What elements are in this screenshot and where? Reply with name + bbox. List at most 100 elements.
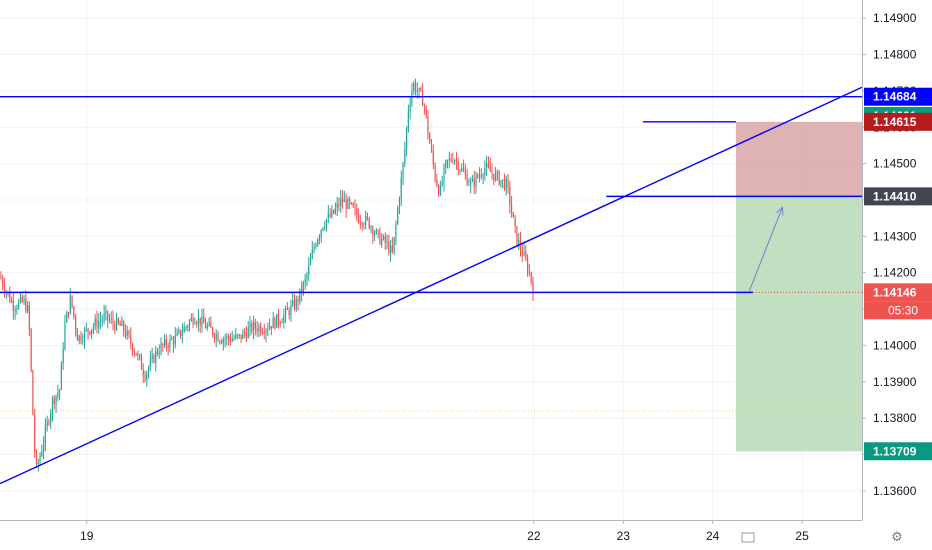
- candle-body: [454, 160, 456, 162]
- candle-body: [267, 329, 269, 331]
- candle-body: [160, 343, 162, 353]
- candle-body: [309, 258, 312, 265]
- candle-body: [407, 111, 409, 128]
- candle-body: [308, 264, 310, 275]
- candle-body: [235, 334, 237, 339]
- candle-body: [457, 161, 459, 171]
- candle-body: [48, 421, 50, 423]
- take-profit-zone[interactable]: [735, 196, 862, 452]
- price-label-box: [864, 112, 932, 131]
- y-tick-label: 1.14200: [873, 266, 917, 280]
- candle-body: [496, 171, 498, 173]
- candle-body: [71, 295, 73, 307]
- candle-body: [503, 179, 506, 190]
- candle-body: [115, 318, 118, 330]
- candle-body: [199, 317, 201, 326]
- price-label-text: 1.14684: [873, 90, 917, 104]
- candle-body: [23, 298, 25, 302]
- candle-body: [299, 288, 301, 303]
- candle-body: [16, 308, 18, 310]
- candle-body: [245, 333, 248, 339]
- candle-body: [181, 332, 183, 337]
- candle-body: [439, 184, 442, 195]
- candle-body: [343, 199, 345, 203]
- candle-body: [480, 175, 482, 177]
- candle-body: [459, 170, 461, 172]
- candle-body: [224, 338, 226, 340]
- candle-body: [306, 274, 308, 279]
- x-tick-label: 25: [795, 529, 809, 543]
- candle-body: [197, 317, 200, 324]
- candle-body: [384, 235, 386, 243]
- candle-body: [530, 272, 532, 282]
- candle-body: [338, 203, 340, 207]
- candle-body: [73, 306, 75, 317]
- candle-body: [37, 462, 39, 465]
- candle-body: [215, 333, 217, 339]
- candle-body: [468, 184, 470, 186]
- candle-body: [256, 328, 258, 332]
- y-tick-label: 1.14300: [873, 229, 917, 243]
- trend-line[interactable]: [0, 86, 863, 485]
- candle-body: [446, 160, 449, 162]
- candle-body: [341, 198, 344, 203]
- candle-body: [244, 331, 246, 334]
- candle-body: [322, 227, 324, 230]
- candle-body: [290, 304, 292, 315]
- candle-body: [510, 204, 513, 213]
- candle-body: [345, 199, 347, 209]
- candle-body: [135, 352, 137, 356]
- candle-body: [334, 208, 337, 214]
- candle-body: [192, 317, 194, 324]
- time-axis-panel[interactable]: [0, 520, 932, 550]
- projection-arrow[interactable]: [748, 207, 783, 292]
- candle-body: [331, 209, 333, 217]
- candle-body: [277, 314, 280, 323]
- candle-body: [498, 171, 500, 185]
- candle-body: [212, 327, 214, 335]
- x-tick-label: 24: [706, 529, 720, 543]
- candle-body: [51, 398, 54, 413]
- candle-body: [69, 295, 71, 314]
- candle-body: [304, 278, 306, 283]
- candle-body: [21, 296, 23, 302]
- candle-body: [92, 326, 95, 330]
- candle-body: [163, 339, 166, 346]
- price-label-text: 1.14410: [873, 189, 917, 203]
- candle-body: [55, 395, 57, 404]
- candle-body: [313, 246, 315, 250]
- candle-body: [292, 300, 294, 305]
- candle-body: [487, 163, 490, 167]
- candle-body: [448, 158, 450, 161]
- candle-body: [238, 334, 240, 336]
- candle-body: [352, 203, 354, 207]
- candle-body: [75, 316, 77, 330]
- candle-body: [471, 179, 474, 182]
- candle-body: [507, 178, 509, 187]
- candle-body: [82, 340, 84, 342]
- candle-body: [26, 305, 29, 312]
- candle-body: [103, 313, 105, 320]
- candle-body: [315, 245, 317, 247]
- candle-body: [366, 215, 369, 219]
- candle-body: [318, 236, 321, 240]
- candle-body: [388, 241, 390, 254]
- candle-body: [89, 331, 91, 334]
- candle-body: [108, 319, 111, 321]
- settings-gear-icon[interactable]: ⚙: [891, 529, 903, 544]
- candle-body: [131, 344, 134, 352]
- candle-body: [140, 356, 143, 370]
- stop-loss-zone[interactable]: [735, 121, 862, 197]
- candle-body: [430, 143, 433, 151]
- camera-icon[interactable]: [741, 532, 755, 543]
- candle-body: [167, 346, 169, 348]
- candle-body: [311, 249, 313, 259]
- candle-body: [94, 318, 96, 327]
- candle-body: [482, 175, 484, 177]
- candle-body: [445, 160, 447, 168]
- candle-body: [158, 352, 160, 354]
- candle-body: [347, 198, 349, 209]
- candle-body: [176, 332, 178, 336]
